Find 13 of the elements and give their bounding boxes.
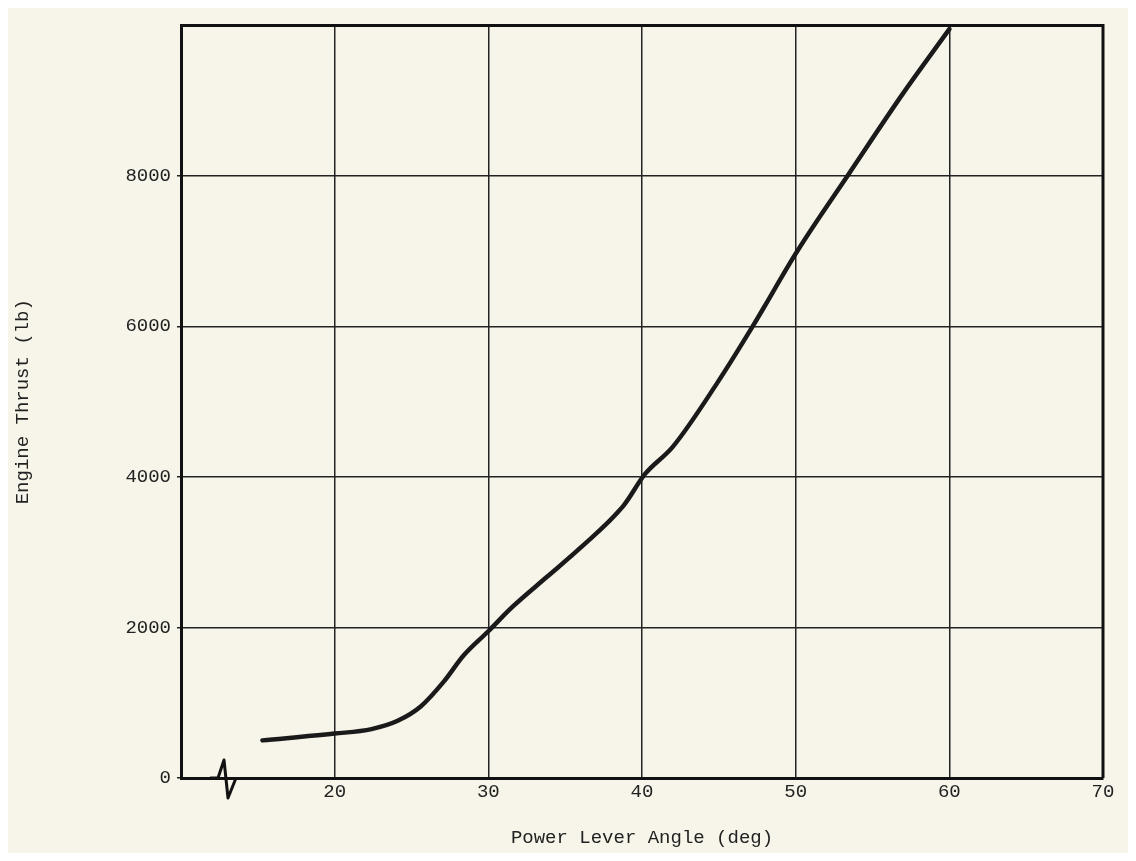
y-tick-label: 0	[159, 767, 171, 790]
x-tick-label: 60	[937, 781, 961, 804]
x-tick-label: 40	[630, 781, 654, 804]
x-tick-label: 70	[1091, 781, 1115, 804]
x-tick-label: 50	[784, 781, 808, 804]
x-tick-label: 20	[323, 781, 347, 804]
y-tick-label: 2000	[125, 616, 171, 639]
y-tick-label: 8000	[125, 164, 171, 187]
y-tick-label: 6000	[125, 315, 171, 338]
y-axis-title: Engine Thrust (lb)	[12, 299, 35, 505]
x-tick-label: 30	[476, 781, 500, 804]
x-axis-title: Power Lever Angle (deg)	[510, 826, 774, 849]
y-tick-label: 4000	[125, 465, 171, 488]
